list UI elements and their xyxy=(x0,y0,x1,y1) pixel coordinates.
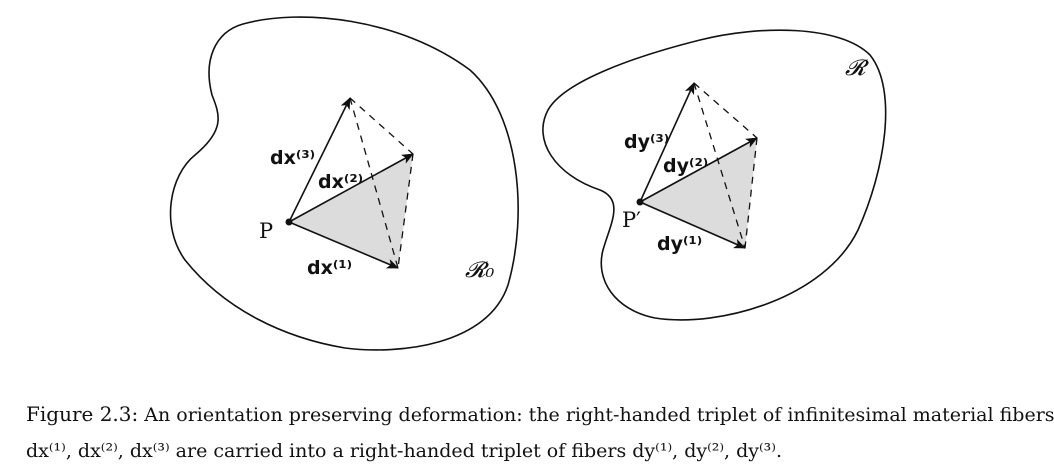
point-p-dot xyxy=(285,218,293,226)
fiber-dy2-label: dy⁽²⁾ xyxy=(663,155,708,177)
fiber-dy3 xyxy=(639,82,695,203)
fiber-dx3 xyxy=(288,97,351,223)
dashed-edge-3-1-left xyxy=(349,97,399,269)
fiber-dx2 xyxy=(288,153,414,223)
caption-line-1: Figure 2.3: An orientation preserving def… xyxy=(26,396,1054,433)
deformed-configuration: P′ dy⁽³⁾ dy⁽²⁾ dy⁽¹⁾ 𝓡 xyxy=(542,29,887,321)
fiber-dy1 xyxy=(639,201,746,249)
fiber-dx3-label: dx⁽³⁾ xyxy=(270,147,315,169)
fiber-dx1-label: dx⁽¹⁾ xyxy=(307,257,352,279)
point-p-prime-dot xyxy=(636,198,644,206)
caption-figure-number: Figure 2.3: xyxy=(26,402,139,426)
point-p-label: P xyxy=(259,219,273,243)
region-r-label: 𝓡 xyxy=(845,56,869,81)
fiber-dy1-label: dy⁽¹⁾ xyxy=(657,233,702,255)
reference-configuration: P dx⁽³⁾ dx⁽²⁾ dx⁽¹⁾ 𝓡₀ xyxy=(169,16,519,351)
dashed-edge-2-1-right xyxy=(744,137,758,249)
dashed-edge-3-2-right xyxy=(693,82,758,139)
caption-line-2: dx⁽¹⁾, dx⁽²⁾, dx⁽³⁾ are carried into a r… xyxy=(26,440,783,462)
dashed-edge-2-1-left xyxy=(397,153,414,269)
figure-caption: Figure 2.3: An orientation preserving def… xyxy=(26,396,1054,469)
shaded-face-left xyxy=(289,154,413,268)
point-p-prime-label: P′ xyxy=(622,208,641,232)
shaded-face-right xyxy=(640,138,757,248)
region-r0-label: 𝓡₀ xyxy=(465,258,495,283)
fiber-dx2-label: dx⁽²⁾ xyxy=(318,171,363,193)
dashed-edge-3-2-left xyxy=(349,97,414,155)
fiber-dy2 xyxy=(639,137,758,203)
region-r0-outline xyxy=(169,16,519,351)
deformation-diagram: P dx⁽³⁾ dx⁽²⁾ dx⁽¹⁾ 𝓡₀ P′ dy⁽³⁾ dy⁽²⁾ dy… xyxy=(169,16,887,351)
caption-line-1-text: An orientation preserving deformation: t… xyxy=(144,404,1054,426)
fiber-dy3-label: dy⁽³⁾ xyxy=(624,131,669,153)
dashed-edge-3-1-right xyxy=(693,82,746,249)
fiber-dx1 xyxy=(288,221,399,269)
